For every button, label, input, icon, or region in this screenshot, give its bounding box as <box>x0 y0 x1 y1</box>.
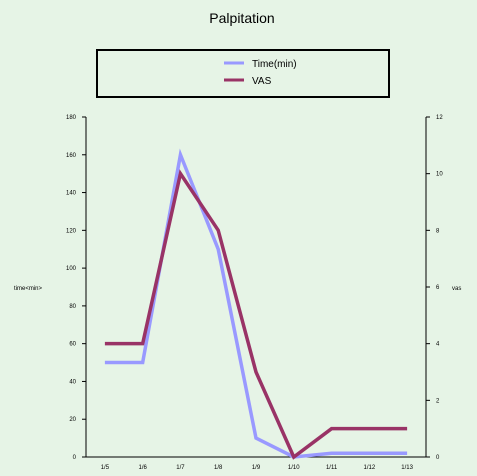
y2-tick-label: 0 <box>436 455 440 461</box>
x-tick-label: 1/11 <box>326 465 338 471</box>
y-tick-label: 80 <box>69 304 76 310</box>
x-tick-label: 1/8 <box>214 465 223 471</box>
y-tick-label: 100 <box>66 266 77 272</box>
x-tick-label: 1/12 <box>363 465 375 471</box>
y-tick-label: 0 <box>73 455 77 461</box>
y-tick-label: 60 <box>69 342 76 348</box>
y-axis-label: time<min> <box>14 286 43 292</box>
series-lines <box>104 148 408 460</box>
y-tick-label: 160 <box>66 153 77 159</box>
x-tick-label: 1/10 <box>288 465 300 471</box>
vas-series-line <box>104 169 408 460</box>
legend: Time(min) VAS <box>96 49 390 98</box>
x-tick-label: 1/9 <box>252 465 261 471</box>
legend-label-vas: VAS <box>252 76 272 87</box>
y-tick-label: 20 <box>69 417 76 423</box>
y2-tick-label: 8 <box>436 228 440 234</box>
x-tick-label: 1/6 <box>138 465 147 471</box>
y2-tick-label: 2 <box>436 398 440 404</box>
x-tick-label: 1/7 <box>176 465 185 471</box>
y2-axis-label: vas <box>452 286 461 292</box>
y2-tick-label: 6 <box>436 285 440 291</box>
x-tick-label: 1/13 <box>401 465 413 471</box>
y-tick-label: 120 <box>66 228 77 234</box>
y2-tick-label: 10 <box>436 172 443 178</box>
chart-title: Palpitation <box>209 10 274 26</box>
y-tick-label: 140 <box>66 191 77 197</box>
legend-label-time: Time(min) <box>252 59 297 70</box>
legend-box <box>96 49 390 98</box>
y-tick-label: 180 <box>66 115 77 121</box>
y-tick-label: 40 <box>69 379 76 385</box>
x-tick-label: 1/5 <box>101 465 110 471</box>
y2-tick-label: 4 <box>436 342 440 348</box>
axis-ticks: 0 20 40 60 80 100 120 140 160 180 0 2 4 6 8 10 12 1/5 1/6 1… <box>66 115 443 471</box>
y2-tick-label: 12 <box>436 115 443 121</box>
